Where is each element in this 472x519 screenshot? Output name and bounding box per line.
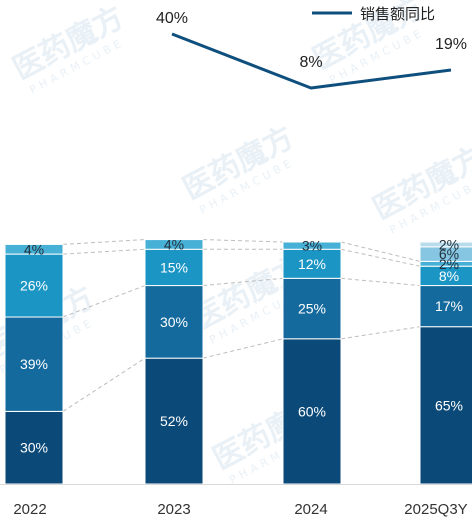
data-label: 4%	[24, 241, 44, 257]
data-label: 60%	[298, 403, 326, 419]
bar-segment	[144, 239, 204, 250]
bar-segment	[4, 410, 64, 485]
bar-2023	[144, 239, 204, 485]
data-label: 39%	[20, 356, 48, 372]
bar-segment	[419, 326, 472, 485]
data-label: 30%	[20, 440, 48, 456]
bar-segment	[282, 241, 342, 250]
bar-segment	[419, 285, 472, 328]
data-label: 65%	[435, 397, 463, 413]
connector-line	[202, 239, 284, 243]
growth-line	[171, 32, 452, 90]
data-label: 2%	[439, 256, 459, 272]
line-data-label: 40%	[156, 10, 188, 27]
connector-lines	[62, 239, 421, 412]
bar-segment	[144, 285, 204, 359]
legend: 销售额同比	[312, 5, 435, 23]
bar-segment	[282, 338, 342, 485]
connector-line	[340, 248, 421, 267]
line-data-label: 19%	[435, 36, 467, 53]
data-label: 25%	[298, 301, 326, 317]
data-label: 2%	[439, 236, 459, 252]
bar-2024	[282, 241, 342, 485]
bar-2025Q3Y	[419, 241, 472, 485]
data-label: 3%	[302, 238, 322, 254]
x-tick-label: 2025Q3Y	[404, 501, 467, 518]
data-label: 30%	[160, 314, 188, 330]
data-label: 15%	[160, 259, 188, 275]
segment-labels: 30% 39% 26% 4% 52% 30% 15% 4% 60% 25% 12% 3% 65% 17% 8…	[20, 236, 463, 455]
data-label: 6%	[439, 246, 459, 262]
connector-line	[340, 326, 421, 340]
data-label: 8%	[439, 268, 459, 284]
connector-line	[202, 277, 284, 287]
bar-segment	[419, 241, 472, 248]
bars	[4, 239, 472, 485]
bar-2022	[4, 243, 64, 485]
connector-line	[62, 357, 146, 412]
bar-segment	[4, 253, 64, 318]
bar-segment	[144, 357, 204, 485]
data-label: 17%	[435, 298, 463, 314]
bar-segment	[4, 316, 64, 412]
bar-segment	[282, 277, 342, 340]
bar-segment	[282, 248, 342, 279]
x-tick-label: 2022	[13, 501, 46, 518]
bar-segment	[144, 248, 204, 287]
bar-segment	[4, 243, 64, 255]
growth-line-labels: 40% 8% 19%	[156, 10, 467, 71]
data-label: 12%	[298, 256, 326, 272]
data-label: 4%	[164, 236, 184, 252]
line-data-label: 8%	[299, 54, 322, 71]
x-axis-labels: 2022 2023 2024 2025Q3Y	[13, 501, 467, 518]
x-tick-label: 2023	[157, 501, 190, 518]
x-tick-label: 2024	[294, 501, 327, 518]
connector-line	[62, 239, 146, 245]
connector-line	[340, 241, 421, 262]
connector-line	[62, 285, 146, 318]
data-label: 26%	[20, 278, 48, 294]
legend-label: 销售额同比	[360, 5, 435, 23]
connector-line	[62, 248, 146, 255]
connector-line	[340, 277, 421, 287]
data-label: 52%	[160, 413, 188, 429]
